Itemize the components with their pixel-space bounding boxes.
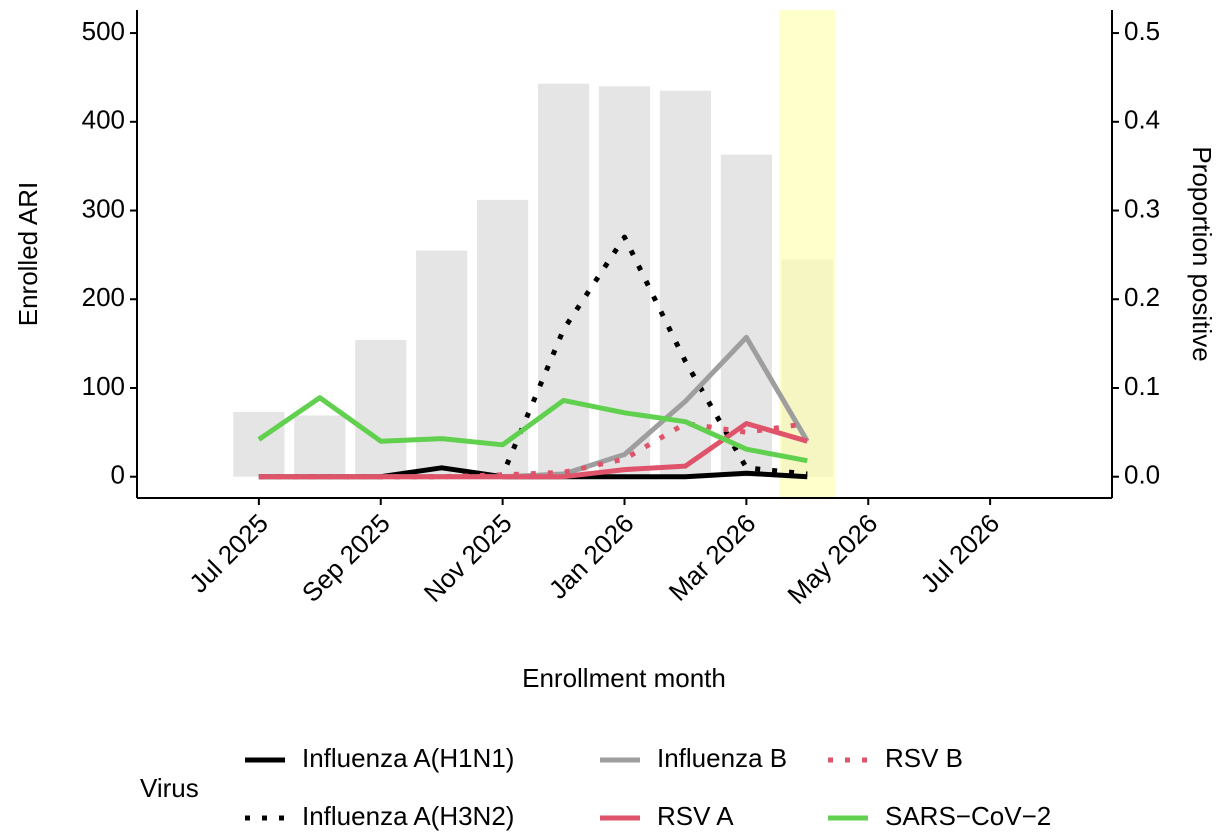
y-axis-title: Enrolled ARI [13,182,43,327]
x-tick-label: Jan 2026 [543,508,640,605]
x-tick-label: Sep 2025 [296,508,396,608]
bar [233,411,285,477]
y-tick-label: 300 [82,193,125,223]
legend-label: Influenza A(H3N2) [302,801,514,831]
y2-axis-title: Proportion positive [1187,146,1217,361]
y-tick-label: 100 [82,371,125,401]
x-tick-label: Nov 2025 [418,508,518,608]
legend-label: Influenza A(H1N1) [302,743,514,773]
bar [537,83,590,477]
y2-tick-label: 0.5 [1124,16,1160,46]
legend-label: RSV A [657,801,734,831]
bar [294,415,346,477]
legend-label: RSV B [885,743,963,773]
series-line [258,421,808,480]
y2-tick-label: 0.2 [1124,282,1160,312]
y-tick-label: 200 [82,282,125,312]
bar [598,86,651,477]
y-tick-label: 500 [82,16,125,46]
x-tick-label: Jul 2025 [183,508,274,599]
legend-title: Virus [140,773,199,803]
x-tick-label: May 2026 [781,508,883,610]
y-tick-label: 400 [82,105,125,135]
y2-tick-label: 0.1 [1124,371,1160,401]
y-tick-label: 0 [111,460,125,490]
x-tick-label: Jul 2026 [914,508,1005,599]
bar [659,90,712,477]
y2-tick-label: 0.3 [1124,193,1160,223]
x-tick-label: Mar 2026 [663,508,762,607]
bar [355,340,407,477]
highlight-band [779,10,836,498]
bar [477,199,529,477]
series-line [258,421,808,480]
legend-label: Influenza B [657,743,787,773]
series-line [257,395,808,464]
x-axis-title: Enrollment month [522,663,726,693]
legend-label: SARS−CoV−2 [885,801,1051,831]
y2-tick-label: 0.4 [1124,105,1160,135]
y2-tick-label: 0.0 [1124,460,1160,490]
